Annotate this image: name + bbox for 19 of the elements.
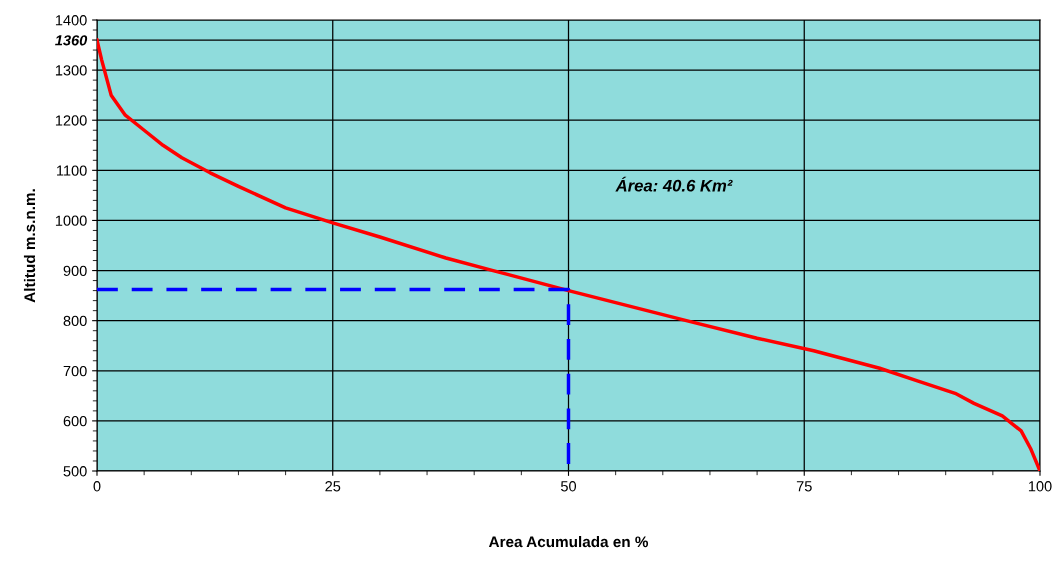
x-tick-label: 25	[325, 481, 341, 492]
y-tick-label: 900	[63, 265, 87, 276]
x-axis-title: Area Acumulada en %	[488, 535, 649, 548]
y-tick-label: 700	[63, 365, 87, 377]
y-tick-label: 800	[63, 315, 87, 327]
y-tick-label: 1100	[57, 165, 87, 176]
y-tick-label: 1200	[55, 115, 87, 126]
y-tick-label: 1400	[55, 15, 87, 26]
y-tick-label: 1360	[55, 35, 88, 46]
y-tick-label: 1000	[55, 215, 87, 226]
x-tick-label: 100	[1028, 481, 1052, 492]
y-axis-title: Altitud m.s.n.m.	[23, 189, 36, 303]
y-tick-label: 600	[63, 415, 87, 427]
x-tick-label: 75	[796, 481, 812, 492]
y-tick-label: 500	[63, 466, 87, 477]
x-tick-label: 0	[93, 481, 101, 492]
x-tick-label: 50	[560, 481, 577, 492]
y-tick-label: 1300	[55, 65, 87, 76]
annotation: Área: 40.6 Km²	[615, 176, 733, 192]
